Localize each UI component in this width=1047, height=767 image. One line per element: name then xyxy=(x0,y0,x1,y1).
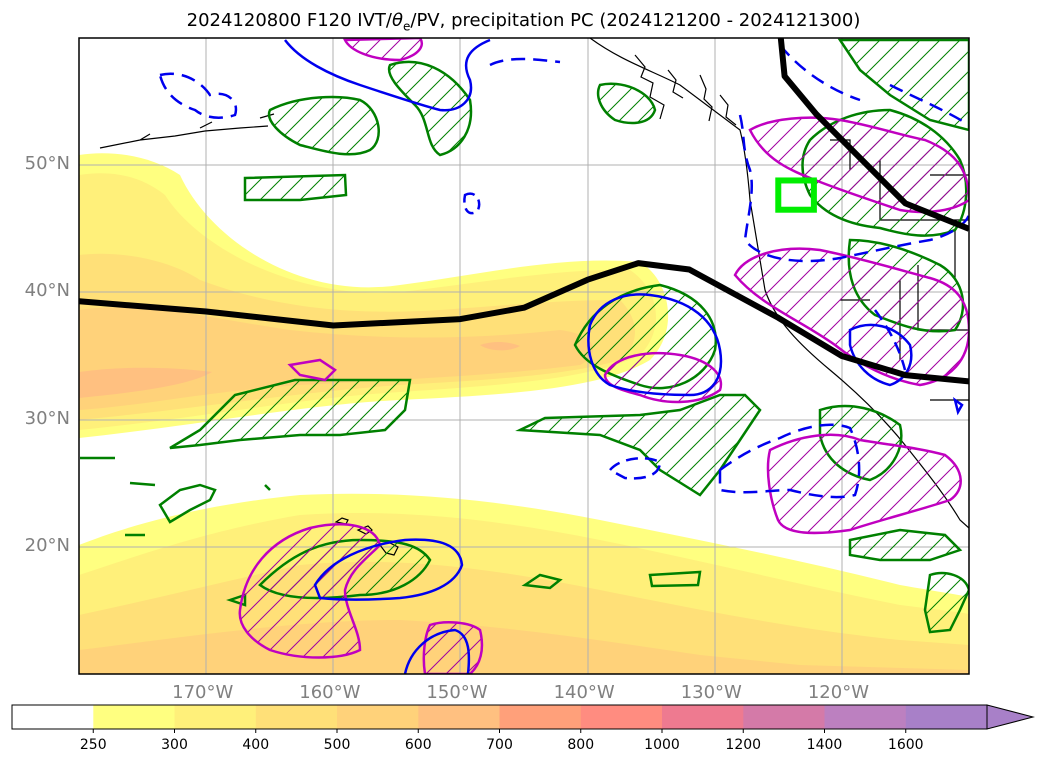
lon-label: 160°W xyxy=(299,682,361,703)
colorbar-segment xyxy=(743,705,826,729)
lat-label: 40°N xyxy=(24,280,70,302)
figure-title: 2024120800 F120 IVT/θe/PV, precipitation… xyxy=(186,10,861,34)
colorbar-tick-label: 1400 xyxy=(806,737,843,753)
colorbar xyxy=(11,704,1035,733)
colorbar-tick-label: 1600 xyxy=(887,737,924,753)
colorbar-segment xyxy=(499,705,582,729)
ivt-north-plume xyxy=(79,153,669,438)
map-area xyxy=(79,38,969,674)
pv-contour-1 xyxy=(79,260,969,385)
lat-label: 30°N xyxy=(24,407,70,429)
lon-label: 150°W xyxy=(426,682,488,703)
colorbar-tick-label: 250 xyxy=(79,737,107,753)
precip-blue-contours xyxy=(158,38,969,674)
pv-contour-2 xyxy=(777,38,969,232)
colorbar-segment xyxy=(580,705,663,729)
colorbar-tick-label: 500 xyxy=(323,737,351,753)
colorbar-tick-label: 600 xyxy=(404,737,432,753)
lon-label: 170°W xyxy=(172,682,234,703)
colorbar-segment xyxy=(824,705,907,729)
colorbar-segment xyxy=(662,705,744,729)
colorbar-segment xyxy=(418,705,501,729)
colorbar-extend-arrow xyxy=(986,704,1035,730)
colorbar-segment xyxy=(12,705,94,729)
colorbar-tick-label: 700 xyxy=(486,737,513,753)
lat-label: 20°N xyxy=(24,534,70,556)
colorbar-tick-label: 1200 xyxy=(725,737,762,753)
colorbar-tick-label: 800 xyxy=(567,737,595,753)
colorbar-segment xyxy=(174,705,257,729)
colorbar-segment xyxy=(93,705,176,729)
colorbar-segment xyxy=(255,705,338,729)
colorbar-tick-label: 1000 xyxy=(644,737,680,753)
pv-contours xyxy=(79,38,969,385)
colorbar-segment xyxy=(337,705,419,729)
lat-label: 50°N xyxy=(24,153,70,175)
map-frame xyxy=(78,37,970,675)
lon-label: 130°W xyxy=(680,682,742,703)
colorbar-tick-label: 300 xyxy=(161,737,188,753)
lon-label: 140°W xyxy=(553,682,615,703)
colorbar-tick-label: 400 xyxy=(242,737,270,753)
lon-label: 120°W xyxy=(807,682,869,703)
highlight-box xyxy=(775,177,817,213)
colorbar-segment xyxy=(905,705,988,729)
